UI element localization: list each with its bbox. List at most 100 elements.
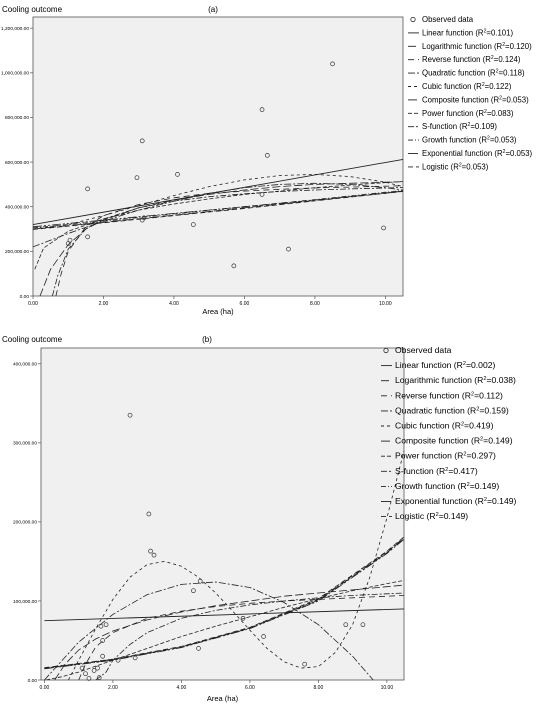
curve-reverse-function	[55, 185, 403, 296]
curve-growth-function	[33, 190, 403, 229]
data-point	[264, 153, 270, 158]
legend-r2-close: )	[486, 162, 489, 171]
data-point	[100, 638, 105, 643]
legend-r2-value: 0.101	[491, 28, 511, 37]
legend-r2-prefix: (R	[472, 375, 483, 385]
data-point	[134, 175, 140, 181]
curve-linear-function	[44, 608, 404, 622]
curve-growth-function	[44, 537, 404, 669]
data-point	[103, 622, 109, 628]
legend-entry: S-function (R2=0.109)	[422, 122, 497, 131]
curve-s-function	[52, 187, 403, 296]
legend-r2-sup: 2	[483, 376, 486, 382]
legend-text: Growth function	[395, 481, 455, 491]
legend-r2-value: 0.159	[484, 405, 506, 415]
legend-entry: Growth function (R2=0.053)	[422, 136, 517, 145]
legend-r2-value: 0.002	[471, 360, 493, 370]
legend-text: Logarithmic function	[395, 375, 472, 385]
legend-text: Linear function	[422, 28, 473, 37]
legend-r2-eq: =	[470, 122, 475, 131]
data-point	[259, 192, 265, 197]
data-point	[139, 138, 145, 144]
legend-text: Cubic function	[422, 82, 471, 91]
data-point	[91, 668, 97, 673]
y-tick-label: 400,000.00	[5, 205, 29, 211]
legend-text: Observed data	[422, 15, 474, 24]
x-tick-label: 0.00	[28, 301, 38, 307]
legend-entry: Quadratic function (R2=0.159)	[395, 405, 509, 415]
legend-r2-eq: =	[505, 42, 510, 51]
y-tick-label: 0.00	[28, 678, 38, 684]
legend-entry: Observed data	[395, 345, 452, 355]
data-point	[96, 675, 102, 680]
legend-r2-close: )	[518, 55, 521, 64]
panel-label: (b)	[202, 335, 212, 344]
legend-text: Cubic function	[395, 421, 450, 431]
legend-text: Exponential function	[422, 149, 492, 158]
legend-r2-prefix: (R	[481, 55, 492, 64]
legend-r2-prefix: (R	[471, 82, 482, 91]
legend-r2-close: )	[491, 421, 494, 431]
curve-linear-function	[33, 158, 403, 226]
legend-r2-prefix: (R	[474, 109, 485, 118]
legend-r2-value: 0.417	[453, 466, 475, 476]
legend-r2-eq: =	[494, 55, 499, 64]
legend-r2-prefix: (R	[460, 390, 471, 400]
legend-r2-value: 0.053	[466, 162, 486, 171]
legend-text: Linear function	[395, 360, 452, 370]
data-point	[127, 412, 133, 418]
legend-r2-eq: =	[486, 28, 491, 37]
legend-r2-prefix: (R	[451, 360, 462, 370]
legend-r2-close: )	[513, 375, 516, 385]
legend-r2-close: )	[493, 360, 496, 370]
legend-r2-prefix: (R	[449, 421, 460, 431]
legend-text: S-function	[395, 466, 434, 476]
data-point	[146, 511, 152, 517]
data-point	[196, 646, 201, 651]
legend-r2-sup: 2	[480, 437, 483, 443]
legend-marker	[383, 347, 389, 354]
legend-entry: Exponential function (R2=0.053)	[422, 149, 533, 158]
legend-r2-eq: =	[462, 162, 467, 171]
legend-r2-sup: 2	[468, 122, 471, 128]
legend-r2-eq: =	[487, 109, 492, 118]
data-point	[98, 623, 104, 629]
legend-text: S-function	[422, 122, 457, 131]
legend-r2-prefix: (R	[455, 481, 466, 491]
data-point	[83, 671, 88, 677]
data-point	[302, 661, 308, 667]
legend-r2-sup: 2	[491, 55, 494, 61]
legend-entry: Logarithmic function (R2=0.120)	[422, 42, 532, 51]
observed-points	[65, 61, 386, 269]
legend-r2-close: )	[526, 95, 529, 104]
legend-r2-value: 0.053	[510, 149, 530, 158]
legend-text: Growth function	[422, 136, 477, 145]
legend-entry: Logistic (R2=0.149)	[395, 511, 468, 521]
legend-r2-prefix: (R	[452, 451, 463, 461]
curve-cubic-function	[33, 173, 403, 230]
legend-r2-prefix: (R	[485, 69, 496, 78]
legend-text: Quadratic function	[395, 405, 465, 415]
data-point	[261, 634, 266, 639]
legend-entry: Reverse function (R2=0.124)	[422, 55, 521, 64]
legend-text: Logarithmic function	[422, 42, 492, 51]
legend-r2-prefix: (R	[457, 122, 468, 131]
data-point	[148, 548, 153, 554]
legend-r2-prefix: (R	[489, 95, 500, 104]
legend-r2-eq: =	[464, 421, 469, 431]
data-point	[360, 622, 366, 628]
curve-logarithmic-function	[54, 584, 404, 680]
legend-entry: Composite function (R2=0.053)	[422, 95, 529, 104]
legend-r2-value: 0.149	[488, 436, 510, 446]
legend-r2-prefix: (R	[434, 466, 445, 476]
legend-r2-sup: 2	[499, 95, 502, 101]
data-point	[115, 657, 121, 663]
curve-cubic-function	[68, 450, 404, 680]
legend-entry: Exponential function (R2=0.149)	[395, 496, 517, 506]
legend-r2-value: 0.122	[489, 82, 509, 91]
legend-r2-sup: 2	[484, 109, 487, 115]
legend-r2-prefix: (R	[469, 436, 480, 446]
y-tick-label: 0.00	[20, 294, 30, 300]
curve-quadratic-function	[44, 581, 374, 680]
data-point	[343, 622, 349, 628]
